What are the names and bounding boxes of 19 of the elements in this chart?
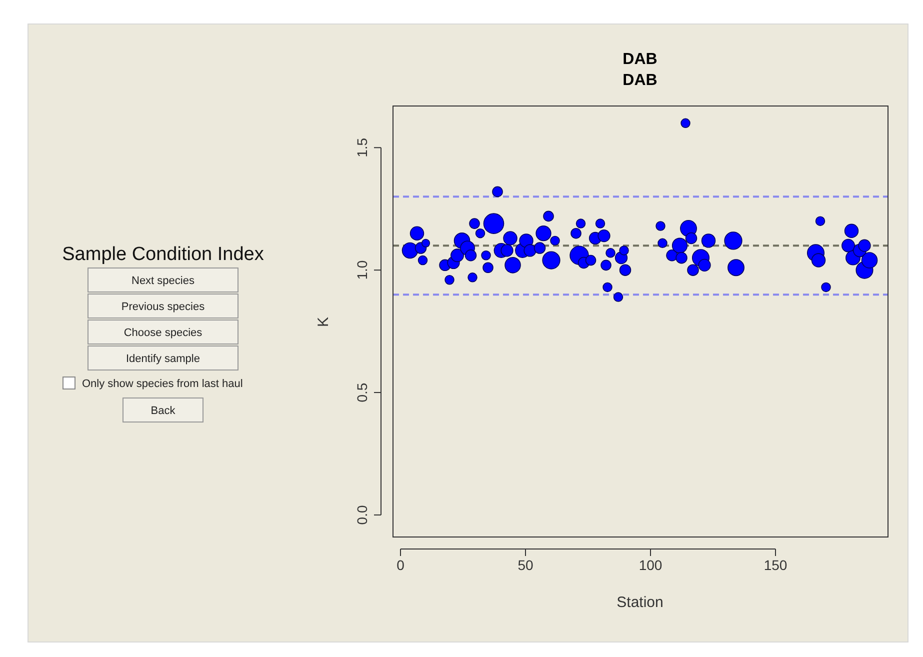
y-tick-label: 1.0 [354,260,370,280]
text: Only show species from last haul [82,378,243,390]
x-tick-label: 50 [518,557,534,573]
x-tick-label: 100 [638,557,662,573]
x-tick-label: 150 [764,557,788,573]
text: Sample Condition Index [62,244,264,265]
text: Previous species [121,301,206,313]
chart-subtitle: DAB [622,72,658,89]
x-axis-title: Station [616,594,664,611]
y-tick-label: 0.5 [354,382,370,402]
chart-title: DAB [622,51,658,68]
y-axis-title: K [315,316,332,328]
text: Back [150,405,176,417]
text: Identify sample [126,353,200,365]
x-tick-label: 0 [396,557,405,573]
y-tick-label: 0.0 [354,505,370,525]
y-tick-label: 1.5 [354,138,370,158]
text: Choose species [124,327,203,339]
text: Next species [132,275,195,287]
